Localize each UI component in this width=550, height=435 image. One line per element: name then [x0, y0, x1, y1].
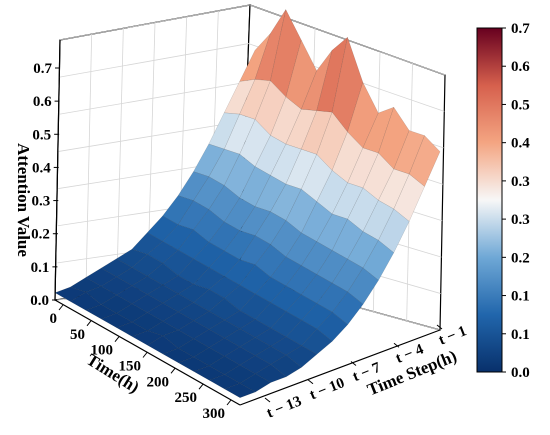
x-axis-edge: [54, 299, 241, 406]
x-tick-mark: [58, 304, 64, 311]
colorbar-tick-label: 0.3: [511, 174, 530, 190]
z-tick-label: 0.2: [31, 227, 50, 243]
colorbar-tick-label: 0.6: [511, 59, 530, 75]
x-tick-label: 150: [119, 359, 142, 375]
x-tick-label: 300: [203, 406, 226, 422]
x-tick-mark: [86, 320, 92, 327]
y-axis-edge: [239, 329, 441, 406]
z-axis-edge: [54, 39, 61, 301]
y-tick-label: t − 10: [308, 375, 347, 403]
grid-line: [85, 34, 93, 296]
colorbar-tick-label: 0.1: [511, 289, 530, 305]
grid-line: [116, 28, 124, 292]
colorbar-tick-label: 0.5: [511, 97, 530, 113]
z-tick-label: 0.3: [32, 194, 51, 210]
x-tick-mark: [198, 383, 204, 390]
x-tick-label: 100: [91, 343, 114, 359]
colorbar-tick-label: 0.1: [511, 327, 530, 343]
colorbar-ticks: 0.0 0.1 0.1 0.2 0.3 0.3 0.4 0.5 0.6 0.7: [502, 21, 530, 381]
y-tick-label: t − 13: [265, 393, 304, 421]
colorbar: [476, 27, 503, 373]
surface: [54, 8, 441, 398]
x-tick-mark: [114, 336, 120, 342]
x-tick-mark: [226, 399, 232, 406]
z-tick-label: 0.7: [33, 61, 52, 77]
x-tick-label: 250: [175, 390, 198, 406]
x-tick-mark: [142, 352, 148, 358]
y-tick-mark: [393, 342, 400, 348]
z-tick-label: 0.1: [31, 260, 50, 276]
colorbar-tick-label: 0.2: [511, 250, 530, 266]
z-axis-ticks: 0.0 0.1 0.2 0.3 0.4 0.5 0.6 0.7: [30, 61, 60, 309]
x-axis-ticks: 0 50 100 150 200 250 300: [50, 304, 232, 422]
z-tick-label: 0.5: [32, 127, 51, 143]
colorbar-tick-label: 0.4: [511, 136, 530, 152]
y-tick-label: t − 1: [437, 323, 469, 349]
y-tick-mark: [307, 379, 314, 385]
colorbar-tick-label: 0.3: [511, 212, 530, 228]
y-tick-mark: [264, 397, 271, 403]
x-tick-label: 0: [50, 311, 58, 327]
colorbar-tick-label: 0.0: [511, 365, 530, 381]
y-tick-mark: [436, 324, 443, 330]
z-tick-label: 0.0: [30, 293, 49, 309]
z-tick-label: 0.4: [32, 160, 51, 176]
colorbar-tick-label: 0.7: [511, 21, 530, 37]
x-tick-mark: [170, 368, 176, 374]
y-tick-mark: [350, 361, 357, 366]
x-tick-label: 50: [70, 327, 85, 343]
z-tick-label: 0.6: [33, 94, 52, 110]
x-tick-label: 200: [147, 374, 170, 390]
z-axis-title: Attention Value: [14, 143, 33, 257]
surface-patch: [224, 382, 256, 398]
